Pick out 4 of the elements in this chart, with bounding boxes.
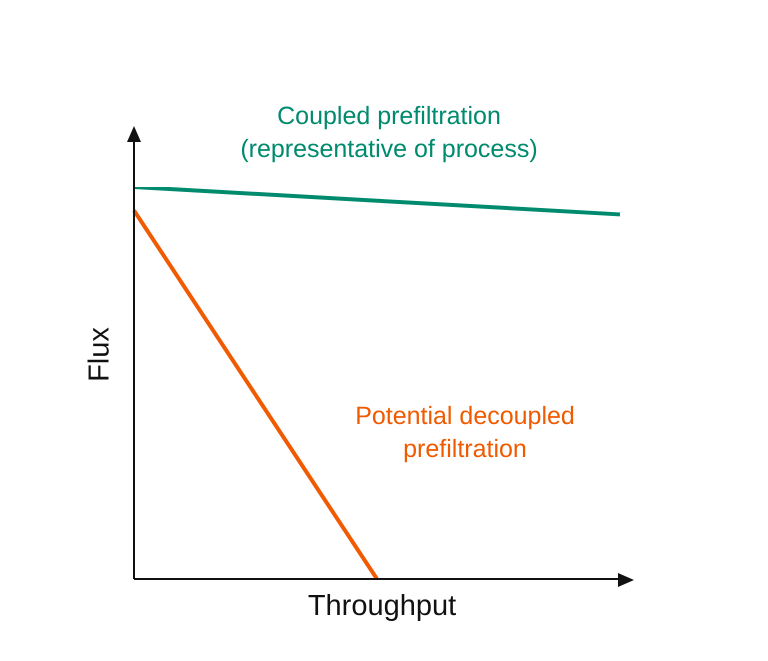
y-axis-title: Flux xyxy=(84,326,116,384)
x-axis-title: Throughput xyxy=(306,590,458,623)
series-label: Potential decoupled prefiltration xyxy=(354,401,576,465)
series-label: Coupled prefiltration (representative of process) xyxy=(239,101,539,165)
